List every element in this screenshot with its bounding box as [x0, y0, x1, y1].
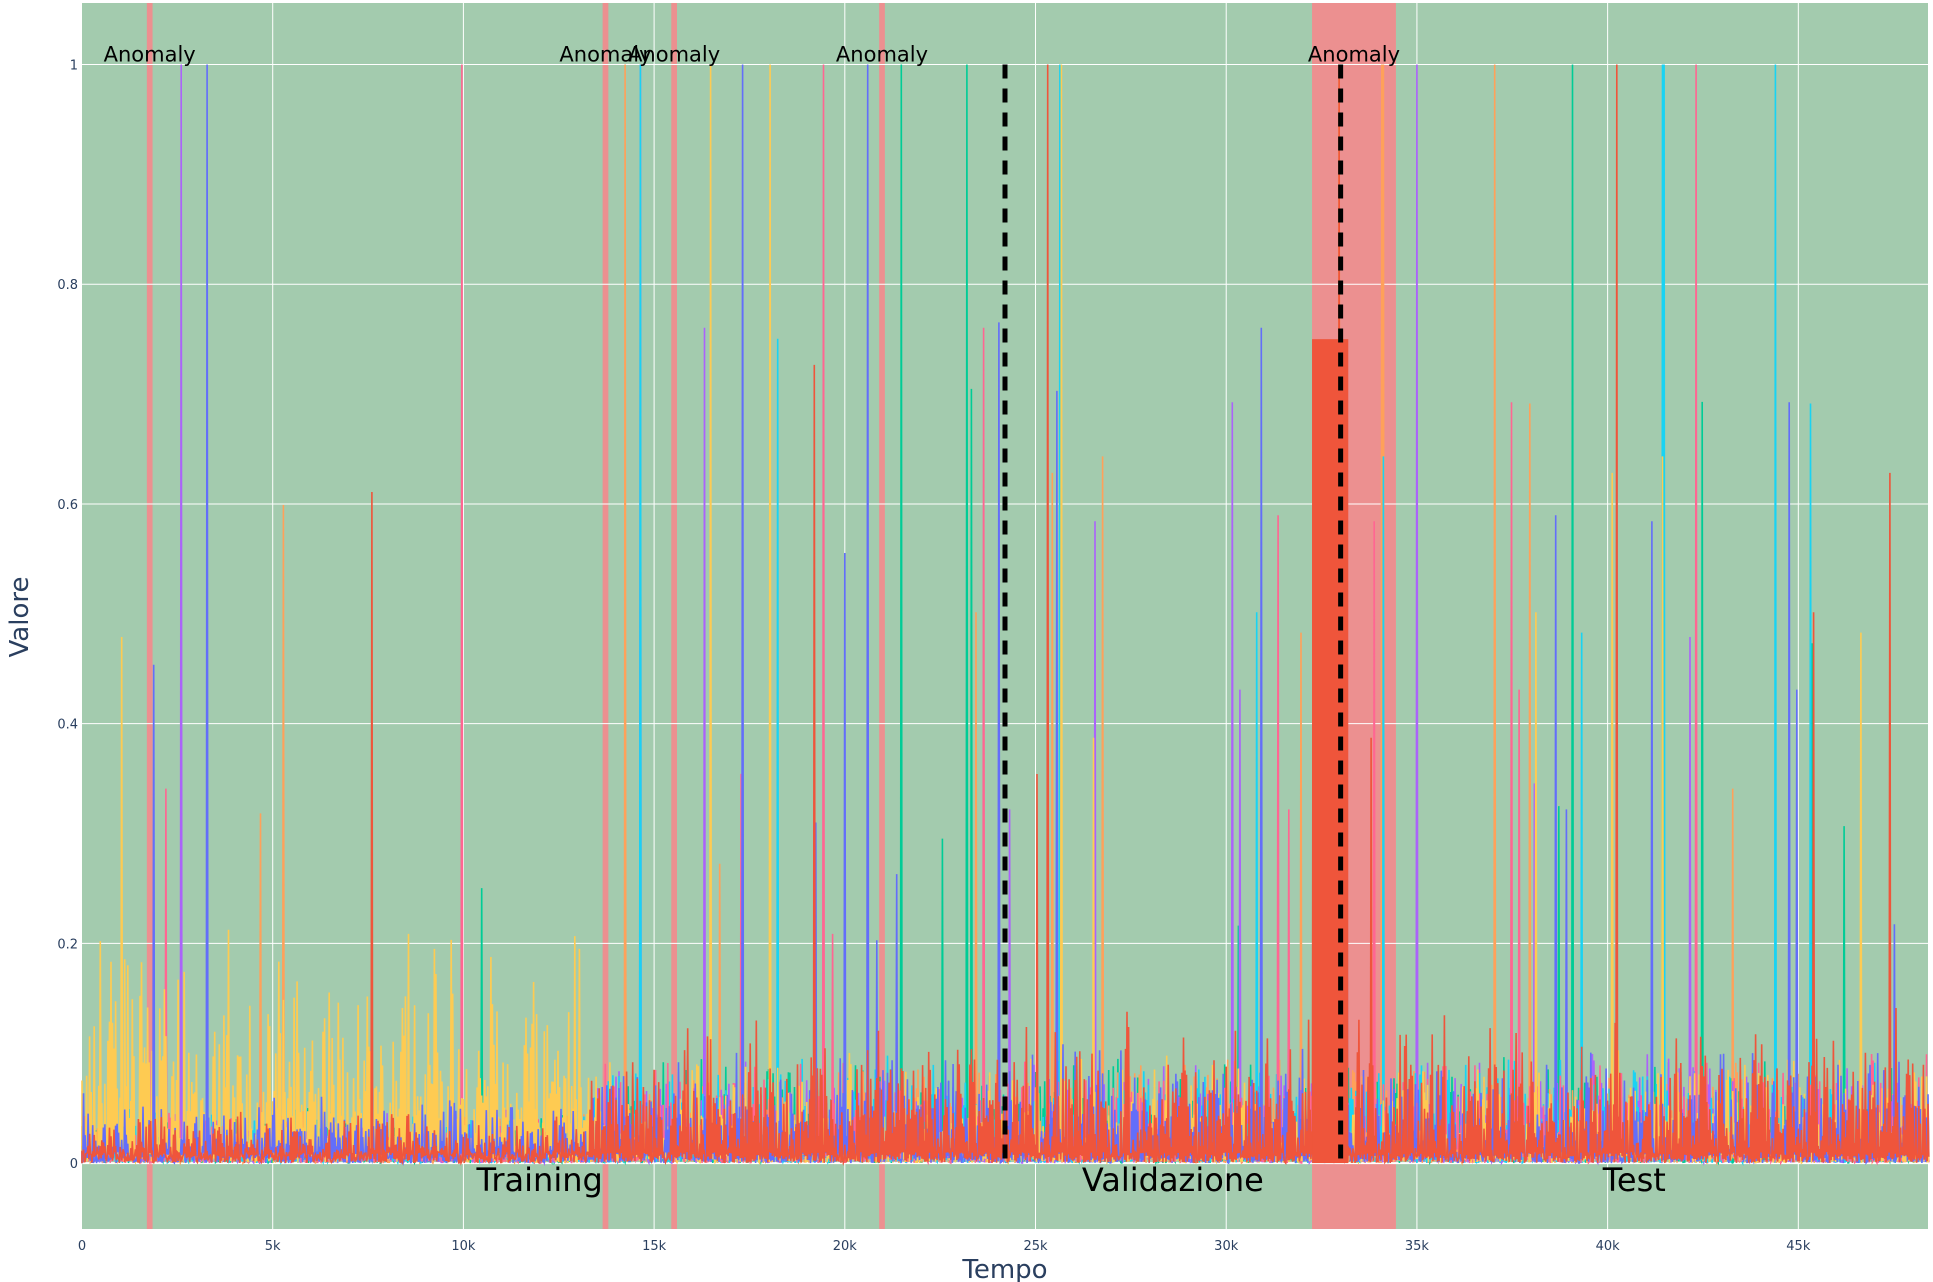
anomaly-label-1: Anomaly: [104, 43, 196, 67]
x-tick-label: 5k: [265, 1239, 281, 1254]
y-tick-label: 0: [70, 1157, 78, 1172]
y-tick-label: 0.4: [57, 718, 78, 733]
anomaly-region-1: [146, 3, 153, 1229]
anomaly-label-5: Anomaly: [1308, 43, 1400, 67]
axis-ticks: 0 5k 10k 15k 20k 25k 30k 35k 40k 45k 0 0.2 0.4 0.6 0.8…: [57, 59, 1811, 1254]
split-lines: [1002, 64, 1344, 1164]
anomaly-region-2: [602, 3, 609, 1229]
x-tick-label: 25k: [1023, 1239, 1048, 1254]
x-tick-label: 40k: [1596, 1239, 1621, 1254]
anomaly-burst: [1312, 339, 1349, 1164]
y-tick-label: 1: [70, 59, 78, 74]
y-tick-label: 0.6: [57, 498, 78, 513]
anomaly-label-4: Anomaly: [836, 43, 928, 67]
x-tick-label: 10k: [451, 1239, 476, 1254]
x-tick-label: 45k: [1786, 1239, 1811, 1254]
y-tick-label: 0.2: [57, 937, 78, 952]
y-tick-label: 0.8: [57, 278, 78, 293]
x-tick-label: 35k: [1405, 1239, 1430, 1254]
x-axis-title: Tempo: [961, 1255, 1047, 1282]
anomaly-region-3: [671, 3, 677, 1229]
y-axis-title: Valore: [5, 577, 35, 658]
x-tick-label: 0: [78, 1239, 86, 1254]
phase-labels: Training Validazione Test: [476, 1161, 1666, 1199]
anomaly-region-4: [879, 3, 885, 1229]
phase-label-1: Training: [476, 1161, 603, 1199]
x-tick-label: 20k: [833, 1239, 858, 1254]
phase-label-2: Validazione: [1082, 1161, 1264, 1199]
x-tick-label: 15k: [642, 1239, 667, 1254]
x-tick-label: 30k: [1214, 1239, 1239, 1254]
anomaly-label-3: Anomaly: [628, 43, 720, 67]
anomaly-label-2: Anomaly: [559, 43, 651, 67]
phase-label-3: Test: [1602, 1161, 1666, 1199]
